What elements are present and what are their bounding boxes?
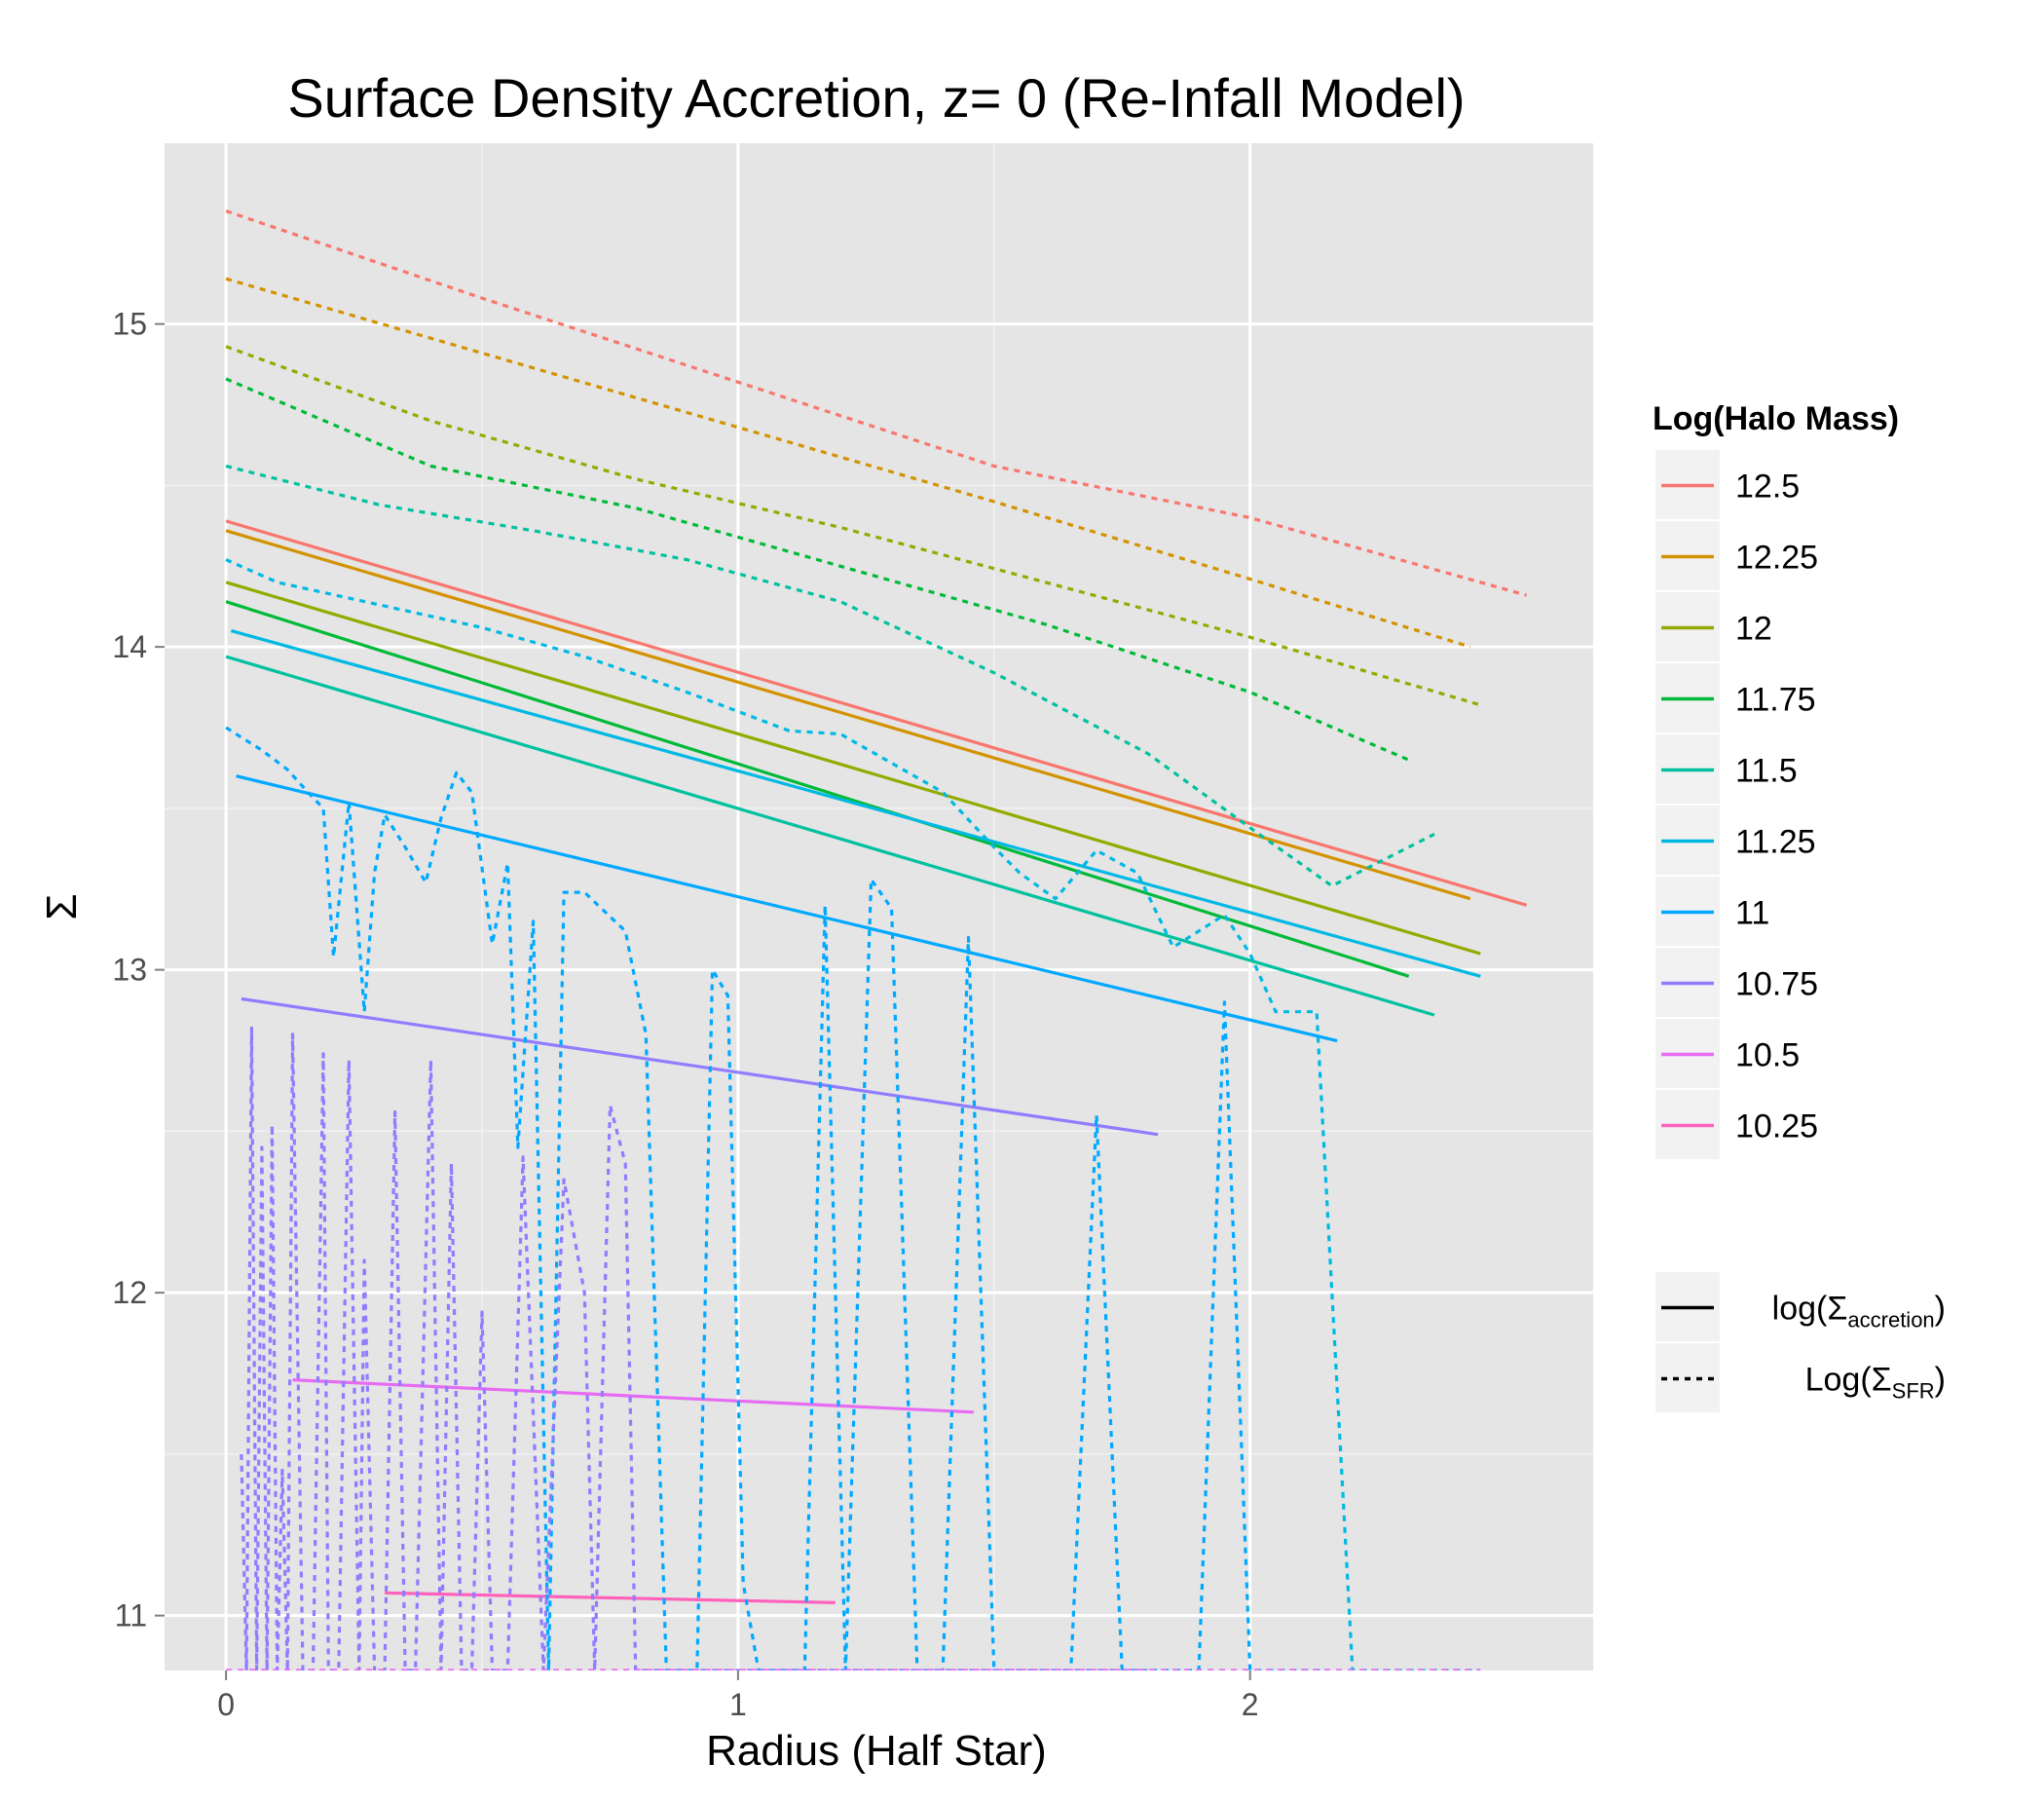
y-tick-label: 11 bbox=[115, 1598, 147, 1633]
y-axis-title: Σ bbox=[38, 893, 86, 919]
series-line-12-25-dotted bbox=[225, 277, 1471, 649]
y-tick-label: 12 bbox=[112, 1275, 147, 1310]
y-axis-ticks: 11 12 13 14 15 bbox=[112, 307, 165, 1633]
chart-title: Surface Density Accretion, z= 0 (Re-Infa… bbox=[287, 67, 1465, 129]
series-line-11-75-solid bbox=[225, 600, 1410, 978]
y-tick-label: 15 bbox=[112, 307, 147, 342]
legend-label: 11.75 bbox=[1735, 682, 1816, 719]
legend-linetype-label: log(Σaccretion) bbox=[1772, 1291, 1946, 1332]
x-tick-label: 1 bbox=[729, 1687, 747, 1722]
legend-label: 10.5 bbox=[1735, 1037, 1800, 1074]
series-line-11-5-dotted bbox=[225, 464, 1435, 888]
legend-linetype-label: Log(ΣSFR) bbox=[1805, 1362, 1946, 1404]
legend-title: Log(Halo Mass) bbox=[1653, 400, 1899, 437]
series-line-12-solid bbox=[225, 581, 1481, 956]
legend-label: 12.5 bbox=[1735, 469, 1800, 506]
series-line-11-25-dotted bbox=[225, 558, 1481, 1670]
series-line-11-75-dotted bbox=[225, 377, 1410, 762]
grid-major bbox=[165, 143, 1593, 1670]
series-line-10-75-solid bbox=[241, 996, 1159, 1137]
series-line-11-25-solid bbox=[230, 629, 1481, 978]
x-axis-ticks: 0 1 2 bbox=[217, 1670, 1259, 1722]
x-axis-title: Radius (Half Star) bbox=[706, 1727, 1047, 1775]
series-line-12-dotted bbox=[225, 345, 1481, 707]
series-line-11-solid bbox=[236, 774, 1338, 1043]
y-tick-label: 13 bbox=[112, 953, 147, 988]
legend-label: 11.25 bbox=[1735, 824, 1816, 861]
series-line-10-75-dotted bbox=[240, 1026, 1148, 1670]
legend: Log(Halo Mass) 12.5 12.25 12 11.75 11.5 11.25… bbox=[1653, 400, 1946, 1412]
legend-label: 12 bbox=[1735, 611, 1772, 648]
legend-label: 11 bbox=[1735, 895, 1769, 932]
series-line-10-5-solid bbox=[292, 1378, 974, 1414]
y-tick-label: 14 bbox=[112, 629, 147, 664]
series-line-12-5-dotted bbox=[225, 209, 1528, 597]
legend-label: 11.5 bbox=[1735, 753, 1798, 790]
legend-label: 12.25 bbox=[1735, 540, 1818, 577]
series-line-12-5-solid bbox=[225, 519, 1528, 907]
x-tick-label: 2 bbox=[1242, 1687, 1259, 1722]
legend-label: 10.75 bbox=[1735, 966, 1818, 1003]
x-tick-label: 0 bbox=[217, 1687, 235, 1722]
series-layer bbox=[225, 209, 1528, 1670]
plot-panel bbox=[165, 143, 1593, 1670]
series-line-11-5-solid bbox=[225, 655, 1435, 1017]
legend-label: 10.25 bbox=[1735, 1108, 1818, 1145]
